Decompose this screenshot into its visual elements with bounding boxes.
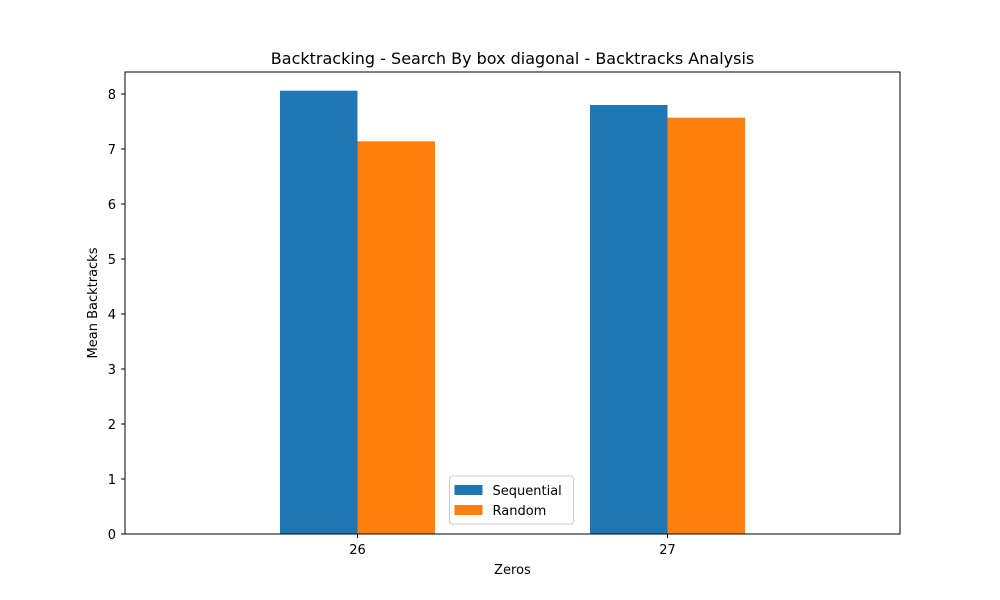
- y-tick-label: 5: [108, 253, 116, 268]
- y-tick-label: 3: [108, 363, 116, 378]
- bars-layer: [280, 90, 745, 535]
- legend-swatch-random: [454, 505, 483, 515]
- bar-sequential-27: [590, 105, 668, 534]
- y-tick-label: 2: [108, 418, 116, 433]
- legend-label-sequential: Sequential: [493, 484, 562, 499]
- x-tick-label: 27: [659, 543, 676, 558]
- y-axis-label: Mean Backtracks: [86, 247, 101, 358]
- legend-swatch-sequential: [454, 485, 483, 495]
- y-tick-label: 8: [108, 88, 116, 103]
- legend-label-random: Random: [493, 504, 547, 519]
- y-axis: 0 1 2 3 4 5 6 7 8: [108, 88, 125, 543]
- y-tick-label: 0: [108, 528, 116, 543]
- chart-title: Backtracking - Search By box diagonal - …: [271, 49, 754, 68]
- bar-sequential-26: [280, 90, 358, 534]
- y-tick-label: 1: [108, 473, 116, 488]
- legend: Sequential Random: [449, 475, 574, 525]
- bar-random-26: [357, 141, 435, 535]
- plot-frame: [124, 71, 901, 535]
- x-tick-label: 26: [349, 543, 366, 558]
- bar-random-27: [667, 117, 745, 535]
- y-tick-label: 6: [108, 198, 116, 213]
- y-tick-label: 7: [108, 143, 116, 158]
- x-axis-label: Zeros: [494, 563, 531, 578]
- y-tick-label: 4: [108, 308, 116, 323]
- x-axis: 26 27: [349, 534, 676, 558]
